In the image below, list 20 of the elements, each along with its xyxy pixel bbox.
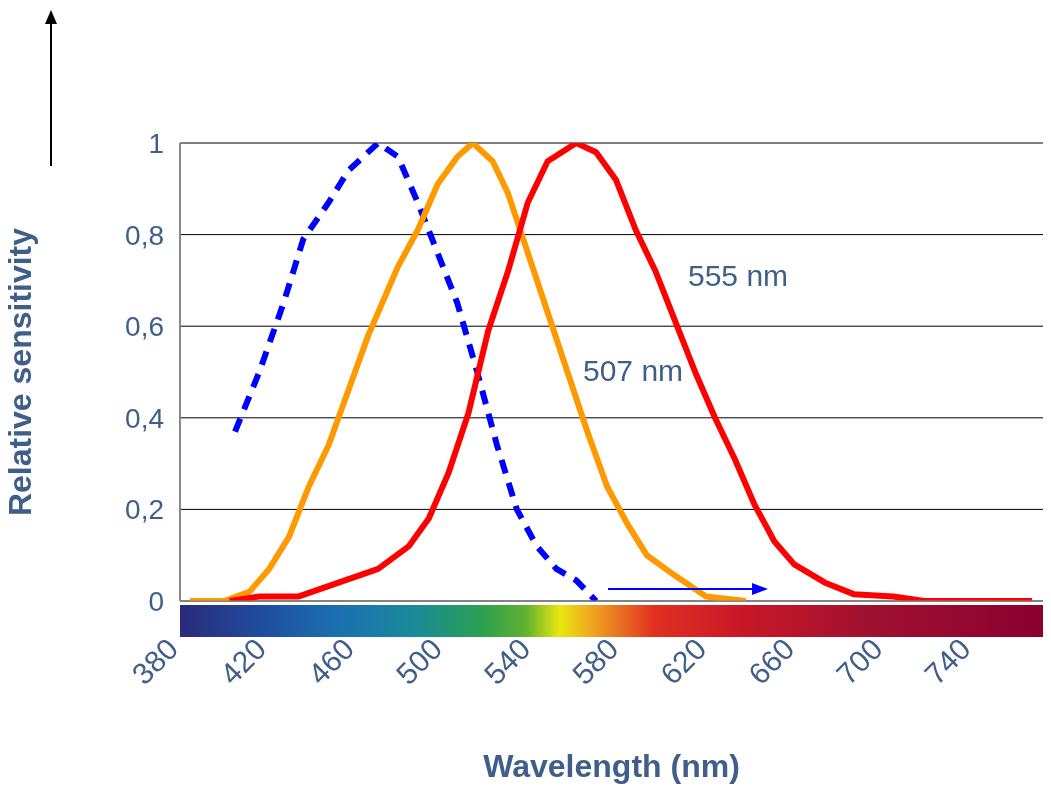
x-tick-label: 580 [565,631,625,691]
y-tick-label: 1 [148,128,164,159]
x-tick-label: 420 [213,631,273,691]
y-axis-title: Relative sensitivity [2,227,39,517]
y-tick-label: 0,6 [125,311,164,343]
x-tick-label: 740 [918,631,977,691]
y-tick-label: 0,4 [125,402,164,434]
x-tick-label: 380 [125,631,185,691]
y-tick-label: 0,8 [125,219,164,251]
annotation: 507 nm [583,353,684,389]
x-tick-label: 660 [741,631,801,691]
x-tick-label: 620 [653,631,713,691]
x-tick-label: 700 [830,631,889,691]
y-tick-label: 0,2 [125,494,164,526]
x-tick-label: 460 [301,631,361,691]
y-tick-label: 0 [148,586,164,617]
annotation: 555 nm [688,258,789,294]
x-tick-label: 500 [389,631,449,691]
x-tick-label: 540 [477,631,537,691]
x-axis-title: Wavelength (nm) [483,748,740,784]
